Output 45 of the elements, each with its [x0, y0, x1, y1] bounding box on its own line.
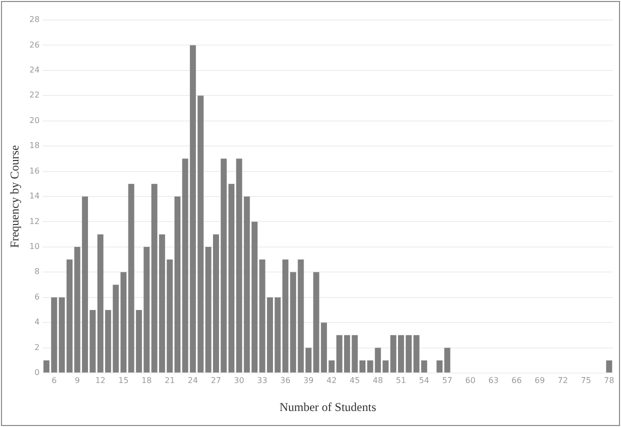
- x-tick-label: 30: [234, 376, 244, 385]
- y-tick-label: 26: [29, 40, 40, 50]
- y-tick-label: 18: [29, 141, 40, 150]
- x-tick-label: 72: [558, 376, 568, 385]
- x-tick-label: 42: [326, 376, 337, 385]
- y-tick-label: 2: [34, 342, 40, 352]
- y-tick-label: 24: [29, 66, 40, 75]
- y-tick-label: 10: [29, 242, 40, 252]
- x-tick-label: 21: [164, 376, 175, 385]
- y-tick-label: 8: [34, 267, 40, 276]
- x-tick-label: 24: [188, 376, 198, 385]
- y-tick-label: 28: [29, 15, 40, 24]
- x-tick-label: 27: [210, 376, 222, 385]
- x-tick-label: 63: [488, 376, 499, 385]
- y-tick-label: 16: [29, 166, 40, 176]
- x-tick-label: 15: [118, 376, 129, 385]
- x-tick-label: 36: [280, 376, 290, 385]
- x-tick-label: 39: [303, 376, 314, 385]
- x-axis-title: Number of Students: [279, 400, 376, 414]
- y-axis-title: Frequency by Course: [7, 145, 22, 248]
- y-tick-label: 12: [29, 216, 40, 226]
- x-tick-label: 9: [74, 376, 80, 385]
- y-tick-label: 20: [29, 116, 40, 125]
- x-tick-label: 18: [142, 376, 152, 385]
- x-tick-label: 12: [95, 376, 106, 385]
- bar: [436, 360, 443, 372]
- y-tick-label: 6: [34, 292, 40, 302]
- x-tick-label: 51: [396, 376, 406, 385]
- x-tick-label: 45: [350, 376, 360, 385]
- y-tick-label: 0: [34, 368, 40, 378]
- x-tick-label: 54: [419, 376, 430, 385]
- bar: [444, 348, 450, 372]
- bar: [606, 360, 612, 372]
- y-tick-label: 14: [29, 192, 40, 201]
- x-tick-label: 33: [257, 376, 268, 385]
- x-tick-label: 48: [372, 376, 383, 385]
- x-tick-label: 60: [465, 376, 476, 385]
- x-tick-label: 78: [604, 376, 614, 385]
- y-tick-label: 4: [34, 318, 40, 327]
- x-tick-label: 69: [534, 376, 545, 385]
- x-tick-label: 75: [580, 376, 592, 385]
- x-tick-label: 66: [512, 376, 522, 385]
- x-tick-label: 6: [52, 376, 57, 385]
- x-tick-label: 57: [442, 376, 452, 385]
- y-tick-label: 22: [29, 90, 40, 100]
